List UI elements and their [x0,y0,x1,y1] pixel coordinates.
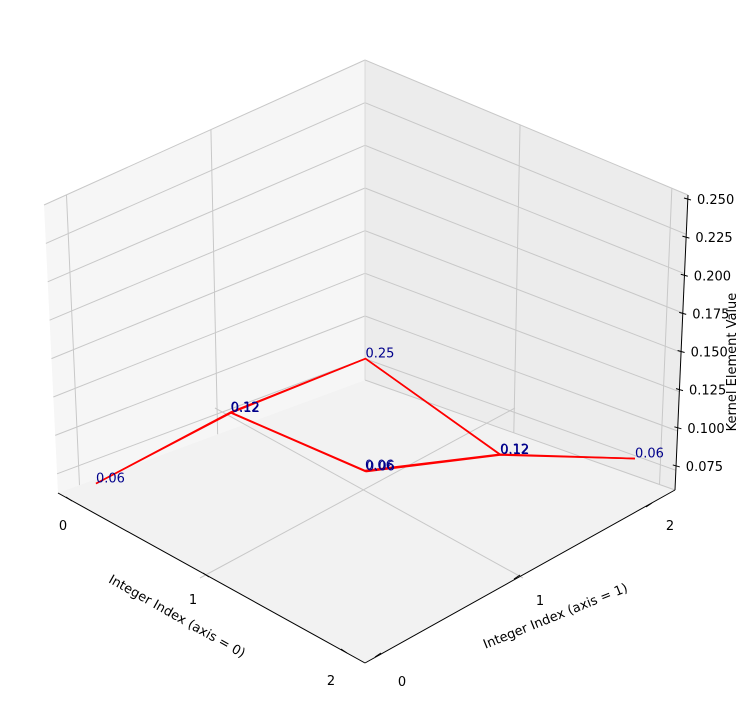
data-label: 0.12 [500,442,529,457]
data-label: 0.06 [366,460,395,475]
x-tick-mark [65,496,73,502]
right-wall-grid-line [659,188,673,485]
left-wall-grid-line [65,194,80,486]
z-tick-label: 0.175 [692,307,729,322]
y-tick-mark [374,652,382,658]
y-tick-mark [645,502,653,508]
floor-grid-line [214,407,524,579]
left-wall-z-grid [55,315,366,436]
z-tick-label: 0.075 [686,460,723,475]
z-tick-label: 0.100 [687,422,724,437]
right-wall-grid-line [513,124,521,433]
right-pane [365,60,688,490]
z-tick-mark [674,426,682,430]
grid-lines [43,59,689,664]
z-tick-mark [680,273,688,277]
left-wall-z-grid [49,187,366,321]
data-label: 0.12 [231,400,260,415]
right-wall-z-grid [364,230,682,353]
z-axis-line [674,194,689,491]
data-label: 0.06 [365,459,394,474]
y-tick-mark [513,574,521,580]
kernel-wireframe [95,357,636,485]
data-label: 0.12 [231,401,260,416]
wireframe-col-line [95,412,367,485]
left-wall-z-grid [53,272,366,398]
data-label: 0.12 [501,443,530,458]
y-tick-label: 0 [398,675,406,690]
floor-pane [58,380,675,663]
right-wall-z-grid [364,272,680,393]
data-label: 0.06 [635,447,664,462]
right-wall-z-grid [364,59,689,196]
x-tick-mark [202,572,210,578]
z-axis-label: Kernel Element Value [725,293,740,432]
z-tick-label: 0.200 [694,269,731,284]
left-wall-z-grid [45,102,366,244]
z-tick-label: 0.125 [689,384,726,399]
right-wall-z-grid [364,315,678,432]
z-tick-label: 0.225 [695,231,732,246]
z-tick-mark [672,464,680,468]
left-wall-grid-line [210,129,219,435]
y-tick-label: 1 [536,594,544,609]
x-axis-line [57,492,366,664]
wireframe-col-line [364,453,636,472]
left-wall-z-grid [43,59,366,206]
x-tick-label: 2 [327,674,335,689]
right-wall-z-grid [364,358,677,471]
y-axis-label: Integer Index (axis = 1) [481,581,630,653]
z-tick-mark [683,197,692,201]
left-pane [44,60,365,493]
data-label: 0.25 [366,347,395,362]
left-wall-z-grid [47,144,366,283]
z-tick-label: 0.250 [697,193,734,208]
z-tick-mark [682,235,690,239]
x-tick-mark [340,648,348,654]
data-label: 0.06 [96,472,125,487]
y-axis-line [364,489,676,664]
z-tick-label: 0.150 [691,346,728,361]
x-tick-label: 1 [189,593,197,608]
z-tick-mark [679,311,687,315]
right-wall-z-grid [364,144,685,275]
wireframe-col-line [230,357,501,456]
right-wall-z-grid [364,102,687,235]
floor-grid-line [199,407,516,579]
y-tick-label: 2 [666,519,674,534]
data-labels: 0.060.120.060.120.250.120.060.12 0.06 [96,347,664,487]
x-tick-label: 0 [59,519,67,534]
z-tick-mark [675,388,684,392]
axes: 0 1 2 0 1 2 0.075 0.100 0.125 0.150 0.175 0.200 0.22… [57,193,734,690]
z-tick-mark [677,350,685,354]
left-wall-z-grid [56,358,366,475]
floor-grid-line [364,379,676,491]
left-wall-z-grid [51,230,366,360]
right-wall-z-grid [364,187,683,314]
